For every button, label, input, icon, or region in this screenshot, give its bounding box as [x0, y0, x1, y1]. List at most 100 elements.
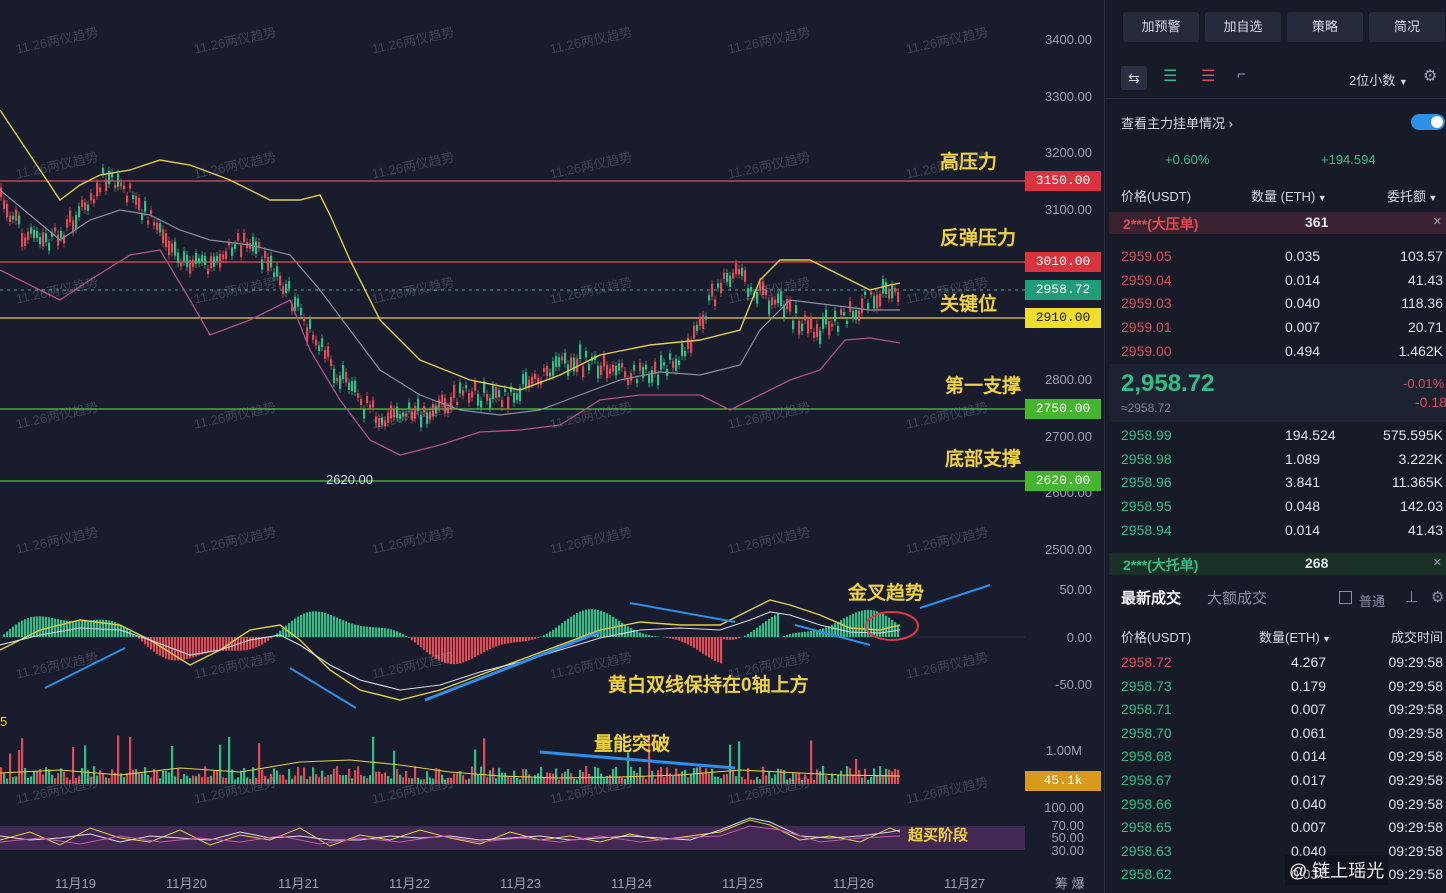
- macd-bar: [204, 637, 207, 654]
- depth-toggle[interactable]: [1411, 114, 1445, 130]
- candle-body: [69, 210, 72, 223]
- orderbook-row[interactable]: 2959.03 0.040 118.36: [1105, 292, 1446, 315]
- trade-qty: 0.007: [1291, 819, 1327, 836]
- candle-body: [156, 222, 159, 231]
- volume-bar: [438, 768, 441, 784]
- trade-time: 09:29:58: [1388, 866, 1444, 883]
- chart-area[interactable]: 11.26两仪趋势 11.26两仪趋势 11.26两仪趋势 11.26两仪趋势 11.2…: [0, 0, 1104, 893]
- macd-bar: [450, 637, 453, 665]
- macd-bar: [81, 621, 84, 637]
- orderbook-row[interactable]: 2958.99 194.524 575.595K: [1105, 424, 1446, 447]
- candle-body: [489, 398, 492, 409]
- volume-bar: [27, 777, 30, 784]
- trade-qty: 0.014: [1291, 748, 1327, 765]
- volume-bar: [693, 768, 696, 784]
- candle-body: [117, 173, 120, 187]
- close-icon[interactable]: ×: [1433, 554, 1442, 571]
- tab-latest-trades[interactable]: 最新成交: [1121, 590, 1182, 607]
- volume-bar: [696, 767, 699, 784]
- trade-header-qty-label: 数量(ETH): [1259, 630, 1320, 645]
- candle-body: [756, 291, 759, 304]
- orderbook-row[interactable]: 2959.00 0.494 1.462K: [1105, 340, 1446, 363]
- macd-bar: [816, 629, 819, 637]
- volume-bar: [72, 746, 75, 784]
- settings-icon[interactable]: ⚙: [1431, 589, 1445, 606]
- macd-bar: [738, 637, 741, 639]
- volume-bar: [180, 779, 183, 784]
- macd-bar: [201, 637, 204, 655]
- candlestick-chart[interactable]: [0, 0, 1104, 893]
- volume-bar: [204, 766, 207, 784]
- ob-header-qty[interactable]: 数量 (ETH) ▼: [1251, 186, 1327, 205]
- add-alert-button[interactable]: 加预警: [1123, 12, 1199, 42]
- depth-chart-icon[interactable]: ⌐: [1237, 66, 1246, 83]
- candle-body: [663, 362, 666, 366]
- overview-button[interactable]: 简况: [1369, 12, 1445, 42]
- chevron-down-icon: ▼: [1426, 193, 1438, 203]
- orderbook-row[interactable]: 2958.95 0.048 142.03: [1105, 495, 1446, 518]
- orderbook-bids-view-icon[interactable]: ☰: [1163, 68, 1178, 85]
- candle-body: [849, 301, 852, 313]
- rsi-line-2: [0, 817, 901, 843]
- candle-body: [645, 364, 648, 370]
- volume-bar: [573, 778, 576, 784]
- ob-header-total[interactable]: 委托额 ▼: [1387, 186, 1437, 205]
- volume-bar: [36, 770, 39, 784]
- trade-price: 2958.65: [1121, 819, 1172, 836]
- volume-bar: [174, 776, 177, 784]
- candle-body: [339, 375, 342, 389]
- volume-bar: [543, 777, 546, 784]
- normal-checkbox[interactable]: [1339, 591, 1352, 604]
- arrow-volume: [539, 750, 736, 770]
- orderbook-row[interactable]: 2959.01 0.007 20.71: [1105, 316, 1446, 339]
- orderbook-row[interactable]: 2958.96 3.841 11.365K: [1105, 471, 1446, 494]
- decimals-select[interactable]: 2位小数 ▼: [1349, 70, 1408, 89]
- macd-bar: [381, 627, 384, 637]
- candle-body: [702, 314, 705, 330]
- tab-large-trades[interactable]: 大额成交: [1207, 590, 1268, 607]
- macd-bar: [399, 632, 402, 637]
- close-icon[interactable]: ×: [1433, 213, 1442, 230]
- candle-body: [309, 319, 312, 329]
- candle-body: [135, 195, 138, 205]
- trade-price: 2958.68: [1121, 748, 1172, 765]
- macd-bar: [264, 637, 267, 643]
- depth-link[interactable]: 查看主力挂单情况 ›: [1121, 113, 1233, 132]
- bottom-corner-label[interactable]: 筹 爆: [1055, 876, 1085, 891]
- candle-body: [87, 204, 90, 211]
- big-ask-row[interactable]: 2***(大压单) 361 ×: [1109, 212, 1446, 234]
- volume-bar: [378, 771, 381, 784]
- macd-bar: [156, 637, 159, 654]
- candle-body: [348, 382, 351, 390]
- macd-bar: [153, 637, 156, 652]
- settings-icon[interactable]: ⚙: [1423, 68, 1438, 85]
- candle-body: [270, 255, 273, 268]
- annotation-volume-note: 量能突破: [594, 734, 671, 755]
- trade-price: 2958.63: [1121, 842, 1172, 859]
- candle-body: [93, 199, 96, 204]
- candle-body: [840, 309, 843, 315]
- candle-body: [480, 400, 483, 408]
- strategy-button[interactable]: 策略: [1287, 12, 1363, 42]
- big-bid-label: 2***(大托单): [1123, 557, 1199, 573]
- candle-body: [555, 356, 558, 367]
- orderbook-row[interactable]: 2958.94 0.014 41.43: [1105, 519, 1446, 542]
- orderbook-row[interactable]: 2959.05 0.035 103.57: [1105, 245, 1446, 268]
- add-favorite-button[interactable]: 加自选: [1205, 12, 1281, 42]
- orderbook-row[interactable]: 2959.04 0.014 41.43: [1105, 269, 1446, 292]
- volume-bar: [456, 773, 459, 784]
- filter-icon[interactable]: ⊥: [1405, 589, 1419, 606]
- candle-body: [783, 304, 786, 318]
- macd-bar: [858, 611, 861, 637]
- big-bid-row[interactable]: 2***(大托单) 268 ×: [1109, 553, 1446, 575]
- orderbook-both-view-icon[interactable]: ⇆: [1121, 66, 1147, 90]
- trade-header-qty[interactable]: 数量(ETH) ▼: [1259, 627, 1331, 646]
- macd-bar: [813, 630, 816, 637]
- volume-bar: [120, 773, 123, 784]
- volume-bar: [102, 772, 105, 784]
- macd-bar: [567, 618, 570, 637]
- orderbook-asks-view-icon[interactable]: ☰: [1201, 68, 1216, 85]
- orderbook-row[interactable]: 2958.98 1.089 3.222K: [1105, 448, 1446, 471]
- volume-bar: [57, 773, 60, 784]
- volume-bar: [63, 771, 66, 784]
